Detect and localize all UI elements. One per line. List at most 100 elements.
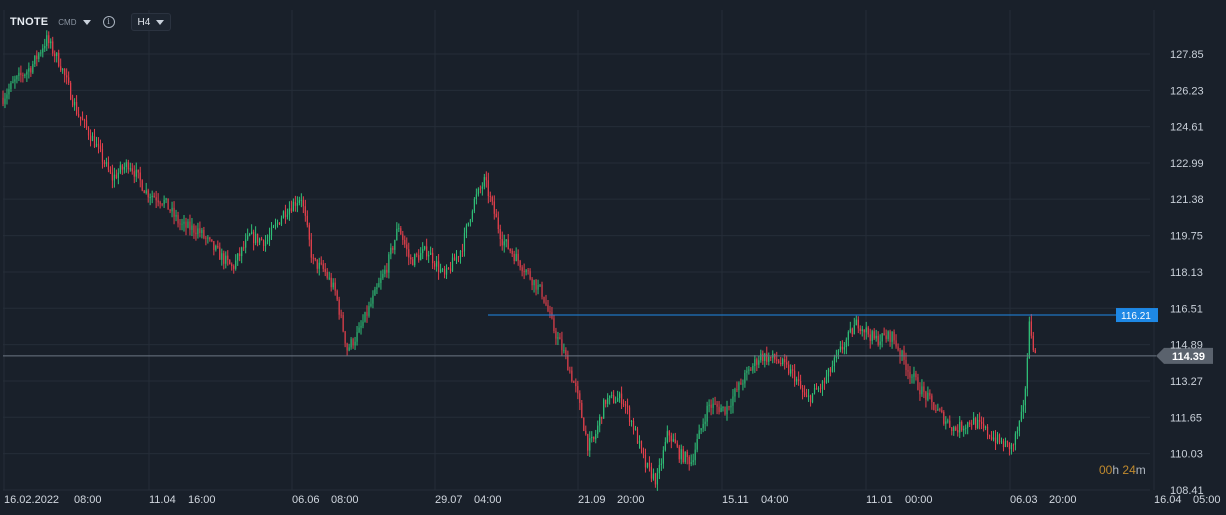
candle-body (646, 462, 649, 468)
symbol-name[interactable]: TNOTE (10, 16, 49, 28)
candle-body (233, 266, 235, 269)
x-tick-label: 04:00 (761, 494, 789, 506)
candle-body (782, 359, 784, 365)
candle-body (149, 197, 151, 198)
x-tick-label: 00:00 (905, 494, 933, 506)
x-tick-label: 08:00 (74, 494, 102, 506)
candle-body (406, 244, 408, 250)
candle-body (262, 240, 265, 247)
candle-body (81, 118, 84, 121)
candle-body (127, 162, 129, 170)
candle-body (871, 331, 873, 341)
candle-body (736, 389, 738, 391)
candle-body (32, 64, 34, 73)
candle-body (312, 257, 314, 259)
candle-body (845, 339, 847, 348)
candle-body (549, 311, 551, 313)
candle-body (559, 337, 561, 340)
timeframe-selector[interactable]: H4 (130, 13, 172, 31)
candle-body (792, 369, 794, 371)
candle-body (565, 350, 567, 356)
candle-body (489, 196, 491, 197)
candle-body (455, 256, 458, 261)
candle-body (428, 254, 430, 257)
x-tick-label: 04:00 (474, 494, 502, 506)
candle-body (660, 463, 662, 466)
candle-body (517, 253, 519, 261)
resistance-price-label: 116.21 (1121, 311, 1151, 322)
candle-body (251, 231, 253, 235)
candle-body (847, 331, 849, 340)
candle-body (975, 418, 977, 429)
candle-body (420, 253, 422, 261)
candle-body (628, 407, 631, 422)
symbol-dropdown-icon[interactable] (82, 19, 91, 25)
candle-body (463, 232, 466, 252)
candle-body (837, 350, 839, 356)
candle-body (229, 259, 231, 265)
candle-body (577, 386, 579, 394)
candle-body (422, 249, 424, 254)
candle-body (499, 229, 501, 240)
candle-body (710, 404, 712, 408)
candle-body (115, 174, 117, 179)
candle-body (12, 81, 14, 83)
candle-body (666, 431, 668, 442)
candle-body (109, 169, 112, 173)
candle-body (620, 393, 623, 405)
candle-body (352, 339, 354, 346)
candle-body (927, 392, 929, 400)
x-tick-label: 06.03 (1010, 494, 1038, 506)
candle-body (1002, 441, 1005, 448)
candle-body (644, 454, 647, 468)
candle-body (531, 278, 533, 286)
info-icon[interactable]: i (102, 16, 115, 28)
candle-body (654, 473, 656, 485)
horizontal-lines[interactable]: 116.21 114.39 (3, 308, 1213, 364)
candle-body (809, 395, 812, 403)
candle-body (776, 359, 778, 361)
candle-body (774, 353, 776, 360)
candle-body (859, 328, 861, 332)
x-tick-label: 11.04 (149, 494, 176, 506)
candle-body (539, 284, 541, 286)
candle-body (372, 295, 374, 304)
candle-body (861, 329, 863, 332)
candle-body (855, 319, 857, 326)
candle-body (93, 136, 96, 147)
candle-body (453, 257, 456, 261)
candle-body (1012, 444, 1015, 446)
candle-body (541, 284, 543, 297)
candle-body (833, 357, 836, 367)
x-tick-label: 16.02.2022 (4, 494, 59, 506)
price-axis[interactable]: 127.85 126.23 124.61 122.99 121.38 119.75 118.… (1170, 49, 1204, 497)
candle-body (941, 410, 943, 412)
candle-body (264, 241, 267, 247)
candle-body (901, 350, 903, 357)
candle-body (24, 74, 26, 76)
candle-body (694, 449, 696, 461)
candle-body (953, 427, 955, 431)
time-axis[interactable]: 16.02.2022 08:00 11.04 16:00 06.06 08:00 29.07… (4, 494, 1221, 506)
candle-body (131, 168, 133, 172)
candle-body (10, 82, 12, 90)
candle-body (348, 347, 350, 351)
candle-body (692, 460, 694, 463)
candle-body (437, 261, 440, 272)
candle-body (157, 200, 159, 203)
candle-body (354, 341, 356, 346)
candle-body (298, 200, 300, 204)
candle-body (708, 404, 710, 406)
candle-body (199, 228, 201, 234)
candle-body (362, 321, 364, 326)
candle-body (613, 395, 615, 404)
candle-body (56, 52, 58, 57)
candle-body (91, 136, 94, 141)
candle-body (501, 239, 503, 246)
candle-body (18, 72, 20, 77)
candle-body (187, 221, 189, 228)
y-tick-label: 121.38 (1170, 194, 1204, 206)
candle-body (706, 405, 708, 422)
candle-body (338, 299, 340, 315)
